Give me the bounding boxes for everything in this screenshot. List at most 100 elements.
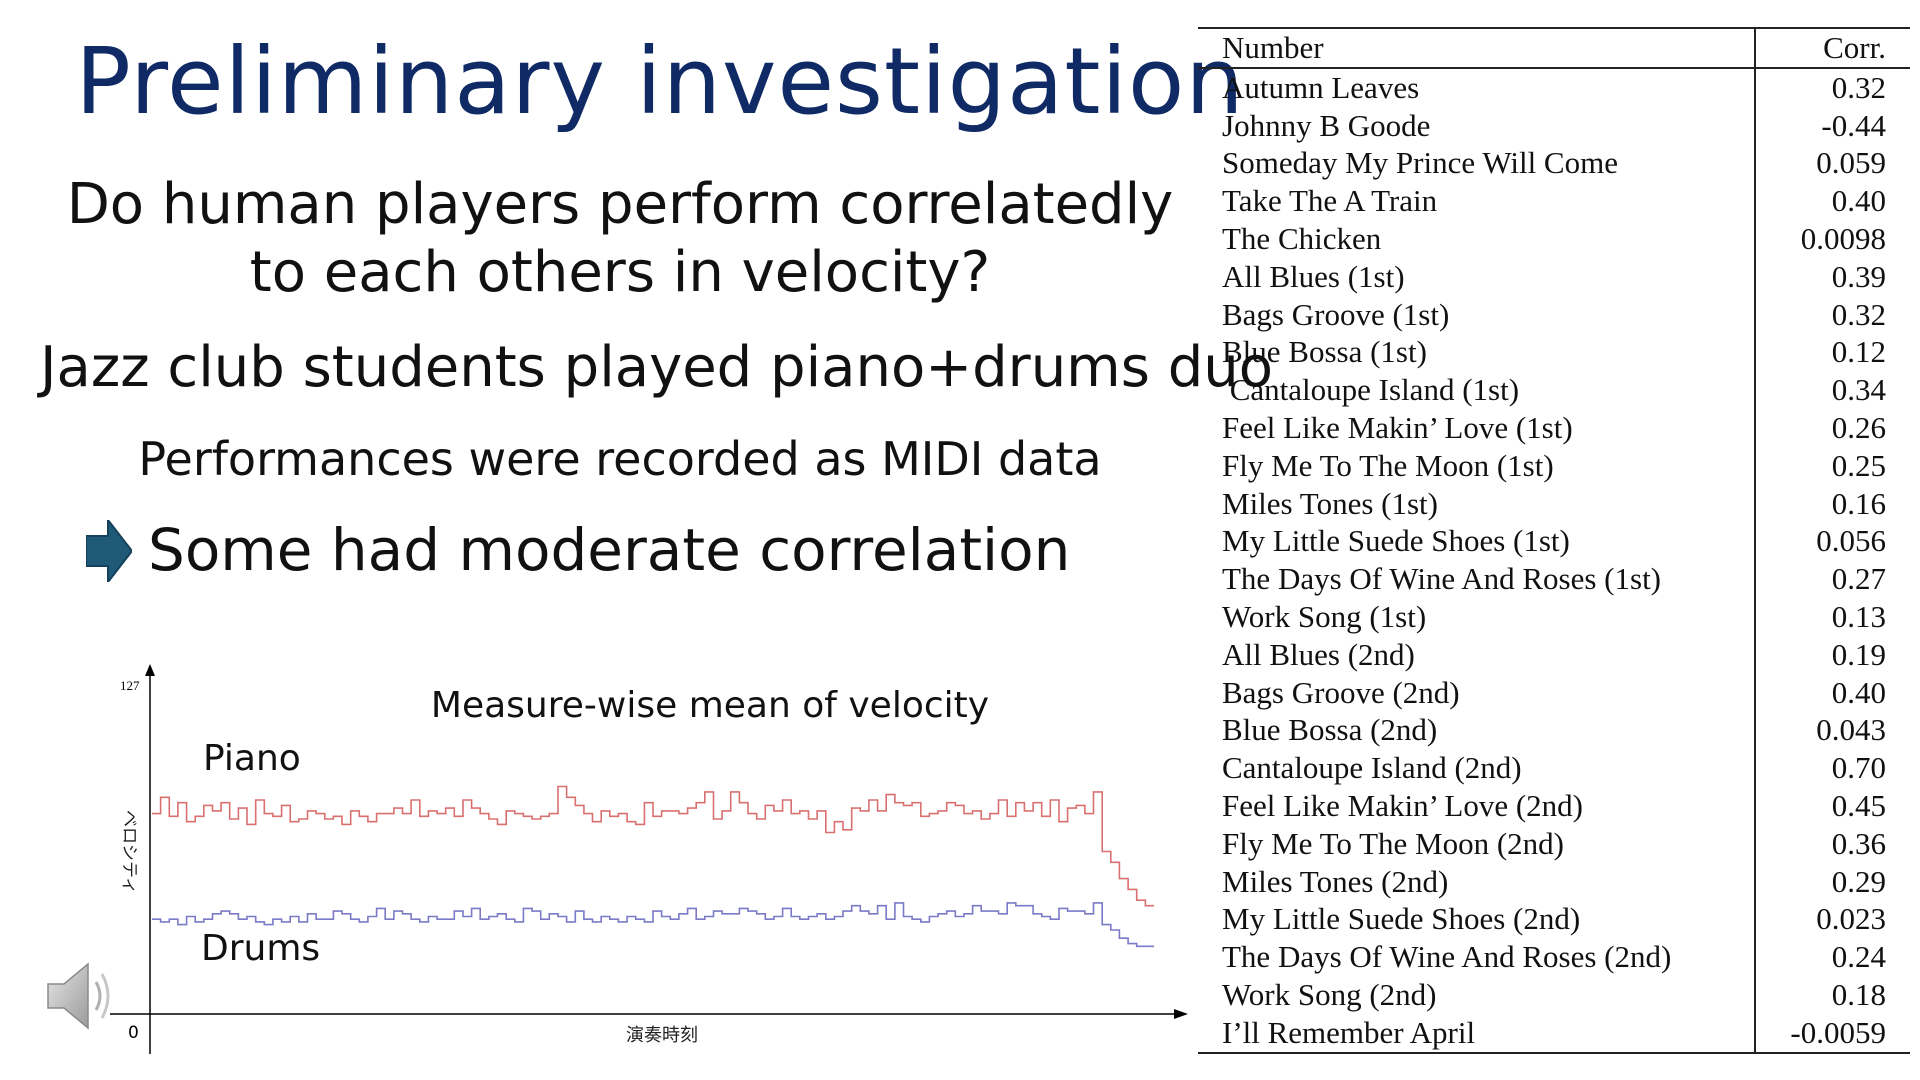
corr-value: 0.40: [1831, 674, 1886, 710]
song-name: The Days Of Wine And Roses (1st): [1198, 560, 1756, 598]
song-name: Bags Groove (1st): [1198, 295, 1756, 334]
corr-value: 0.27: [1831, 561, 1886, 597]
corr-value: 0.25: [1831, 447, 1886, 483]
correlation-table: Number Corr. Autumn Leaves 0.32 Johnny B G…: [1198, 27, 1910, 1054]
slide-title: Preliminary investigation: [75, 28, 1245, 135]
song-name: My Little Suede Shoes (2nd): [1198, 900, 1756, 939]
corr-value: 0.12: [1831, 334, 1886, 370]
table-row: Feel Like Makin’ Love (2nd) 0.45: [1198, 786, 1910, 825]
table-row: Johnny B Goode -0.44: [1198, 106, 1910, 145]
table-row: All Blues (1st) 0.39: [1198, 257, 1910, 296]
corr-value: 0.36: [1831, 825, 1886, 861]
jazz-club-text: Jazz club students played piano+drums du…: [40, 335, 1274, 400]
series-line-piano: [152, 785, 1154, 907]
corr-value: 0.26: [1831, 409, 1886, 445]
x-axis-label: 演奏時刻: [626, 1025, 698, 1046]
table-row: Feel Like Makin’ Love (1st) 0.26: [1198, 408, 1910, 447]
corr-value: 0.24: [1831, 939, 1886, 975]
table-row: Autumn Leaves 0.32: [1198, 68, 1910, 107]
song-name: Fly Me To The Moon (2nd): [1198, 824, 1756, 863]
table-header: Number Corr.: [1198, 27, 1910, 69]
corr-value: 0.19: [1831, 636, 1886, 672]
song-name: The Chicken: [1198, 219, 1756, 258]
corr-value: 0.023: [1816, 901, 1886, 937]
table-row: The Chicken 0.0098: [1198, 219, 1910, 258]
song-name: Feel Like Makin’ Love (2nd): [1198, 786, 1756, 825]
corr-value: 0.34: [1831, 372, 1886, 408]
y-tick-top: 127: [120, 678, 140, 693]
velocity-chart: 127 0 Measure-wise mean of velocity 演奏時刻…: [110, 664, 1188, 1054]
corr-value: 0.13: [1831, 598, 1886, 634]
table-row: My Little Suede Shoes (2nd) 0.023: [1198, 900, 1910, 939]
corr-value: 0.32: [1831, 69, 1886, 105]
song-name: Someday My Prince Will Come: [1198, 144, 1756, 183]
song-name: Cantaloupe Island (1st): [1198, 371, 1756, 409]
song-name: All Blues (2nd): [1198, 635, 1756, 674]
corr-value: 0.059: [1816, 145, 1886, 181]
series-label-drums: Drums: [201, 928, 320, 969]
corr-value: 0.0098: [1800, 220, 1886, 256]
song-name: Work Song (2nd): [1198, 975, 1756, 1014]
question-line-2: to each others in velocity?: [249, 240, 991, 305]
song-name: Take The A Train: [1198, 182, 1756, 220]
song-name: Work Song (1st): [1198, 597, 1756, 636]
song-name: The Days Of Wine And Roses (2nd): [1198, 938, 1756, 976]
table-row: I’ll Remember April -0.0059: [1198, 1013, 1910, 1052]
song-name: Fly Me To The Moon (1st): [1198, 446, 1756, 485]
song-name: Feel Like Makin’ Love (1st): [1198, 408, 1756, 447]
corr-value: -0.0059: [1790, 1014, 1886, 1050]
y-axis-arrow: [145, 664, 155, 676]
series-line-drums: [152, 902, 1154, 948]
table-row: Blue Bossa (1st) 0.12: [1198, 333, 1910, 372]
table-row: Miles Tones (1st) 0.16: [1198, 484, 1910, 523]
x-axis-arrow: [1174, 1009, 1188, 1019]
table-row: My Little Suede Shoes (1st) 0.056: [1198, 522, 1910, 561]
song-name: Blue Bossa (2nd): [1198, 711, 1756, 750]
table-row: Work Song (1st) 0.13: [1198, 597, 1910, 636]
table-row: The Days Of Wine And Roses (1st) 0.27: [1198, 560, 1910, 598]
right-arrow-icon: [86, 520, 132, 582]
midi-text: Performances were recorded as MIDI data: [138, 432, 1102, 486]
finding-text: Some had moderate correlation: [148, 516, 1071, 584]
corr-value: 0.29: [1831, 863, 1886, 899]
header-number: Number: [1198, 29, 1756, 67]
corr-value: 0.40: [1831, 183, 1886, 219]
header-corr: Corr.: [1823, 30, 1886, 65]
song-name: Miles Tones (2nd): [1198, 862, 1756, 901]
y-axis-label: ベロシティ: [119, 810, 139, 894]
table-row: Fly Me To The Moon (2nd) 0.36: [1198, 824, 1910, 863]
table-row: Fly Me To The Moon (1st) 0.25: [1198, 446, 1910, 485]
table-row: Take The A Train 0.40: [1198, 182, 1910, 220]
table-row: Cantaloupe Island (2nd) 0.70: [1198, 749, 1910, 787]
corr-value: 0.39: [1831, 258, 1886, 294]
table-row: The Days Of Wine And Roses (2nd) 0.24: [1198, 938, 1910, 976]
table-row: Bags Groove (1st) 0.32: [1198, 295, 1910, 334]
song-name: Bags Groove (2nd): [1198, 673, 1756, 712]
corr-value: 0.043: [1816, 712, 1886, 748]
table-row: Someday My Prince Will Come 0.059: [1198, 144, 1910, 183]
table-row: Work Song (2nd) 0.18: [1198, 975, 1910, 1014]
question-line-1: Do human players perform correlatedly: [66, 172, 1174, 237]
corr-value: -0.44: [1821, 107, 1886, 143]
x-tick-origin: 0: [128, 1023, 139, 1043]
corr-value: 0.16: [1831, 485, 1886, 521]
table-row: Miles Tones (2nd) 0.29: [1198, 862, 1910, 901]
table-row: Bags Groove (2nd) 0.40: [1198, 673, 1910, 712]
song-name: My Little Suede Shoes (1st): [1198, 522, 1756, 561]
table-row: Cantaloupe Island (1st) 0.34: [1198, 371, 1910, 409]
chart-title: Measure-wise mean of velocity: [431, 685, 989, 726]
song-name: Blue Bossa (1st): [1198, 333, 1756, 372]
table-row: All Blues (2nd) 0.19: [1198, 635, 1910, 674]
table-body: Autumn Leaves 0.32 Johnny B Goode -0.44 Some…: [1198, 68, 1910, 1054]
song-name: Miles Tones (1st): [1198, 484, 1756, 523]
corr-value: 0.70: [1831, 750, 1886, 786]
song-name: All Blues (1st): [1198, 257, 1756, 296]
corr-value: 0.056: [1816, 523, 1886, 559]
corr-value: 0.45: [1831, 787, 1886, 823]
speaker-icon[interactable]: [44, 958, 114, 1034]
song-name: Cantaloupe Island (2nd): [1198, 749, 1756, 787]
corr-value: 0.18: [1831, 976, 1886, 1012]
song-name: Autumn Leaves: [1198, 68, 1756, 107]
series-label-piano: Piano: [203, 738, 301, 779]
corr-value: 0.32: [1831, 296, 1886, 332]
